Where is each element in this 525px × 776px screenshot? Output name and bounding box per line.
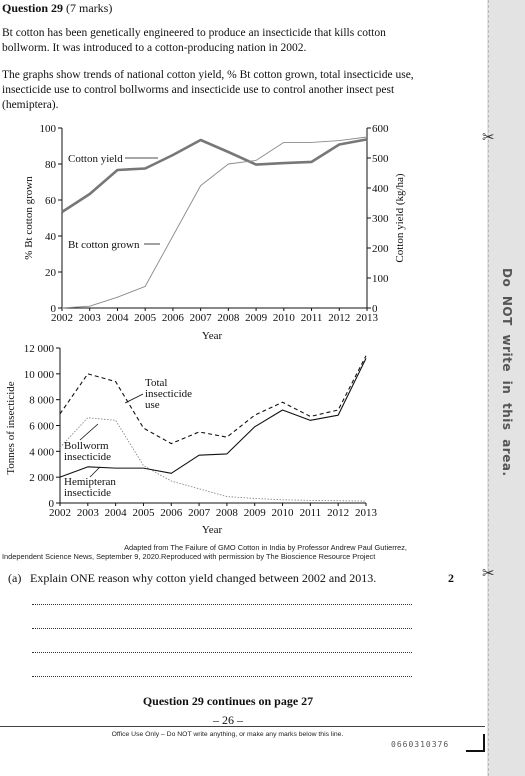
insecticide-chart: 0 2 000 4 000 6 000 8 000 10 000 12 000 2002 200… <box>5 343 378 536</box>
chart2-y-tick-label: 8 000 <box>29 395 54 407</box>
chart2-annotation-hemipteran: Hemipteran insecticide <box>64 476 119 499</box>
chart2-x-tick-label: 2011 <box>300 507 322 519</box>
part-a-marks: 2 <box>448 571 454 585</box>
chart1-x-tick-label: 2011 <box>301 312 323 324</box>
part-a-label: (a) <box>8 571 22 585</box>
chart2-x-tick-label: 2013 <box>355 507 378 519</box>
answer-line[interactable] <box>32 604 412 605</box>
chart2-x-tick-label: 2002 <box>49 507 71 519</box>
chart1-x-tick-label: 2009 <box>245 312 268 324</box>
question-intro: Bt cotton has been genetically engineere… <box>2 27 386 54</box>
chart1-y2-tick-label: 200 <box>372 243 389 255</box>
chart2-x-tick-label: 2004 <box>105 507 128 519</box>
continues-note: Question 29 continues on page 27 <box>142 694 314 708</box>
chart2-y-tick-label: 10 000 <box>24 369 55 381</box>
chart1-y2-tick-label: 600 <box>372 123 389 135</box>
chart1-y-tick-label: 40 <box>45 231 57 243</box>
office-use-note: Office Use Only – Do NOT write anything,… <box>111 731 344 738</box>
chart1-y2-tick-label: 500 <box>372 153 389 165</box>
answer-line[interactable] <box>32 652 412 653</box>
source-citation-line2: Independent Science News, September 9, 2… <box>2 552 376 561</box>
chart2-annotation-pointer <box>79 423 99 441</box>
chart2-series-total <box>59 355 367 445</box>
corner-mark <box>466 750 485 752</box>
chart1-x-tick-label: 2008 <box>217 312 240 324</box>
chart1-y2-axis-label: Cotton yield (kg/ha) <box>394 173 406 263</box>
cut-line <box>488 0 489 776</box>
chart2-annotation-bollworm: Bollworm insecticide <box>64 440 111 463</box>
chart2-x-tick-label: 2003 <box>77 507 100 519</box>
chart1-y-tick-label: 20 <box>45 267 57 279</box>
chart1-y2-tick-label: 100 <box>372 273 389 285</box>
chart2-y-tick-label: 0 <box>49 498 55 510</box>
chart1-series-bt-cotton <box>61 136 368 309</box>
source-citation-line1: Adapted from The Failure of GMO Cotton i… <box>124 543 407 552</box>
chart1-y2-tick-label: 300 <box>372 213 389 225</box>
question-title: Question 29 <box>2 1 64 15</box>
question-heading: Question 29 (7 marks) <box>2 1 112 16</box>
chart1-x-axis-label: Year <box>202 330 223 342</box>
chart2-annotation-pointer <box>124 393 144 404</box>
chart2-y-tick-label: 4 000 <box>29 446 54 458</box>
chart1-x-tick-label: 2012 <box>328 312 350 324</box>
chart2-y-tick-label: 6 000 <box>29 421 54 433</box>
chart2-x-axis-label: Year <box>202 524 223 536</box>
question-description: The graphs show trends of national cotto… <box>2 69 414 111</box>
answer-line[interactable] <box>32 628 412 629</box>
chart2-series-hemipteran <box>59 358 367 478</box>
question-marks: (7 marks) <box>66 1 113 15</box>
chart1-y-tick-label: 100 <box>40 123 57 135</box>
scissors-icon: ✂ <box>482 564 495 582</box>
barcode-number: 0660310376 <box>391 740 450 749</box>
office-use-rule <box>0 726 485 727</box>
page-number: – 26 – <box>213 713 243 727</box>
chart2-series-bollworm <box>59 417 367 502</box>
chart2-annotation-total: Total insecticide use <box>145 377 195 411</box>
chart1-x-tick-label: 2006 <box>162 312 185 324</box>
answer-line[interactable] <box>32 676 412 677</box>
margin-strip <box>487 0 525 776</box>
chart1-series-cotton-yield <box>61 138 368 214</box>
chart2-x-tick-label: 2005 <box>132 507 155 519</box>
chart2-x-tick-label: 2007 <box>188 507 211 519</box>
chart1-y2-tick-label: 400 <box>372 183 389 195</box>
scissors-icon: ✂ <box>482 128 495 146</box>
chart1-y-tick-label: 0 <box>51 303 57 315</box>
chart1-x-tick-label: 2010 <box>273 312 296 324</box>
chart1-x-tick-label: 2013 <box>356 312 379 324</box>
cotton-yield-chart: 0 20 40 60 80 100 0 100 200 300 400 500 600 2002 2003 2… <box>23 123 406 342</box>
chart2-y-tick-label: 2 000 <box>29 472 54 484</box>
chart1-y-tick-label: 80 <box>45 159 57 171</box>
chart2-y-axis-label: Tonnes of insecticide <box>5 381 17 474</box>
chart1-annotation-cotton-yield: Cotton yield <box>68 153 123 165</box>
part-a-question: Explain ONE reason why cotton yield chan… <box>30 571 377 585</box>
chart1-y-axis-label: % Bt cotton grown <box>23 176 35 260</box>
chart1-x-tick-label: 2007 <box>190 312 213 324</box>
chart2-x-tick-label: 2012 <box>327 507 349 519</box>
chart1-y-tick-label: 60 <box>45 195 57 207</box>
chart1-x-tick-label: 2005 <box>134 312 157 324</box>
chart1-annotation-bt-cotton: Bt cotton grown <box>68 239 140 251</box>
chart2-x-tick-label: 2009 <box>244 507 267 519</box>
chart1-x-tick-label: 2004 <box>106 312 129 324</box>
chart1-x-tick-label: 2003 <box>79 312 102 324</box>
chart2-x-tick-label: 2008 <box>216 507 239 519</box>
chart2-annotation-pointer <box>89 466 101 478</box>
chart1-x-tick-label: 2002 <box>51 312 73 324</box>
chart2-y-tick-label: 12 000 <box>24 343 55 355</box>
chart1-y2-tick-label: 0 <box>372 303 378 315</box>
chart2-x-tick-label: 2006 <box>160 507 183 519</box>
margin-warning: Do NOT write in this area. <box>500 268 514 477</box>
corner-mark <box>483 734 485 751</box>
chart2-x-tick-label: 2010 <box>272 507 295 519</box>
